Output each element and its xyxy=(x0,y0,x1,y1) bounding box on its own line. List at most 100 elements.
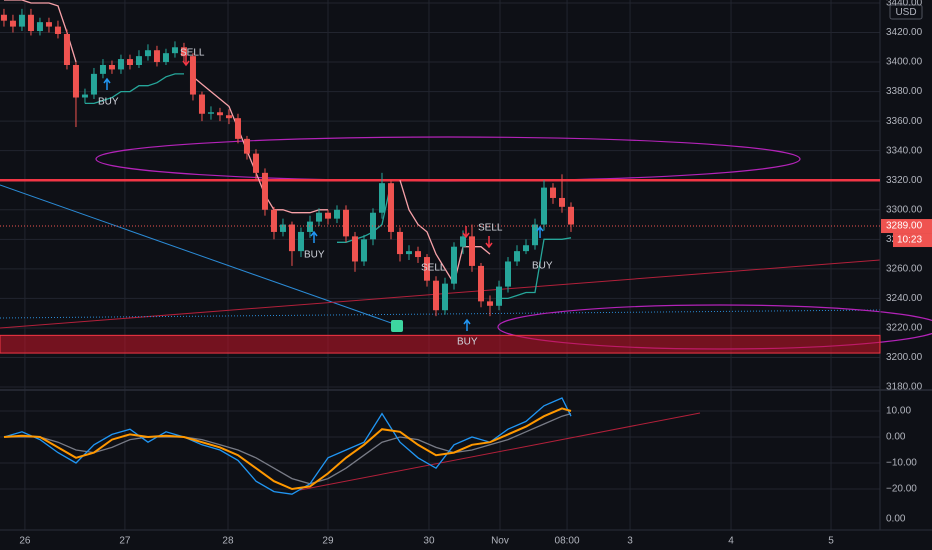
candle-body xyxy=(360,239,367,262)
signal-label: BUY xyxy=(457,337,478,348)
signal-arrow xyxy=(103,77,111,90)
y-tick-label: 3400.00 xyxy=(886,57,923,68)
x-tick-label: 08:00 xyxy=(555,536,580,547)
y-tick-label: 0.00 xyxy=(886,432,906,443)
grid xyxy=(0,0,880,530)
x-tick-label: 3 xyxy=(627,536,633,547)
candle-body xyxy=(541,187,548,225)
oscillator-line xyxy=(3,397,572,495)
candle-body xyxy=(117,59,124,70)
candle-body xyxy=(36,22,43,32)
y-tick-label: 3260.00 xyxy=(886,264,923,275)
x-tick-label: 5 xyxy=(828,536,834,547)
oscillator-line xyxy=(3,407,572,491)
trend-line xyxy=(0,259,881,329)
y-tick-label: −20.00 xyxy=(886,484,917,495)
candle-body xyxy=(234,118,241,139)
candle-body xyxy=(99,65,106,74)
y-tick-label: 3380.00 xyxy=(886,86,923,97)
candle-body xyxy=(180,47,187,57)
zone xyxy=(0,334,881,354)
candle-body xyxy=(324,212,331,219)
candle-body xyxy=(261,172,268,210)
signal-arrow xyxy=(463,318,471,331)
signal-arrow xyxy=(462,226,470,239)
candle-body xyxy=(306,221,313,232)
candle-body xyxy=(18,14,25,27)
candle-body xyxy=(505,261,512,287)
candle-body xyxy=(396,231,403,255)
candle-body xyxy=(198,94,205,114)
candle-body xyxy=(207,112,214,114)
candle-body xyxy=(0,14,7,21)
candle-body xyxy=(90,73,97,95)
y-tick-label: 3440.00 xyxy=(886,0,923,9)
candle-body xyxy=(27,14,34,32)
x-tick-label: 26 xyxy=(19,536,31,547)
candle-body xyxy=(72,65,79,98)
candle-body xyxy=(414,251,421,258)
scale-label: 0.00 xyxy=(886,514,906,525)
candle-body xyxy=(550,187,557,198)
candle-body xyxy=(126,59,133,65)
candle-body xyxy=(459,236,466,247)
signal-arrow xyxy=(310,230,318,243)
candle-body xyxy=(387,183,394,232)
signal-arrow xyxy=(485,236,493,249)
candle-body xyxy=(216,112,223,116)
trailing-stop xyxy=(4,0,491,286)
x-tick-label: 30 xyxy=(423,536,435,547)
candle-body xyxy=(135,56,142,65)
candle-body xyxy=(378,183,385,213)
signal-label: SELL xyxy=(421,263,446,274)
signal-label: SELL xyxy=(478,223,503,234)
y-tick-label: −10.00 xyxy=(886,458,917,469)
candle-body xyxy=(559,197,566,207)
candle-body xyxy=(225,115,232,119)
candle-body xyxy=(333,209,340,219)
candle-body xyxy=(432,280,439,311)
candle-body xyxy=(81,94,88,98)
y-tick-label: 10.00 xyxy=(886,406,911,417)
signal-label: SELL xyxy=(180,48,205,59)
y-tick-label: 3320.00 xyxy=(886,175,923,186)
x-tick-label: 27 xyxy=(119,536,131,547)
countdown: 10:23 xyxy=(897,235,922,246)
trend-line xyxy=(0,184,398,326)
signal-arrow xyxy=(182,54,190,67)
last-price-box xyxy=(881,219,932,234)
candle-body xyxy=(270,209,277,232)
candle-body xyxy=(162,53,169,63)
y-tick-label: 3220.00 xyxy=(886,323,923,334)
signal-arrow xyxy=(536,225,544,238)
candle-body xyxy=(279,224,286,232)
candle-body xyxy=(54,26,61,34)
osc-trend-line xyxy=(299,412,701,491)
y-tick-label: 3360.00 xyxy=(886,116,923,127)
x-tick-label: 28 xyxy=(222,536,234,547)
candle-body xyxy=(189,56,196,95)
candle-body xyxy=(45,22,52,27)
candle-body xyxy=(351,236,358,262)
candle-body xyxy=(477,265,484,302)
marker xyxy=(391,320,403,332)
y-tick-label: 3180.00 xyxy=(886,382,923,393)
candle-body xyxy=(514,251,521,262)
candle-body xyxy=(523,245,530,252)
candle-body xyxy=(252,153,259,173)
y-tick-label: 3420.00 xyxy=(886,27,923,38)
candle-body xyxy=(171,47,178,54)
candle-body xyxy=(153,50,160,63)
candle-body xyxy=(441,283,448,311)
currency-box[interactable] xyxy=(889,4,923,20)
candle-body xyxy=(9,20,16,27)
candle-body xyxy=(315,212,322,222)
candle-body xyxy=(568,206,575,225)
oscillator-line xyxy=(4,412,572,485)
candle-body xyxy=(532,224,539,246)
candle-body xyxy=(450,246,457,284)
candle-body xyxy=(486,301,493,306)
x-tick-label: 4 xyxy=(728,536,734,547)
